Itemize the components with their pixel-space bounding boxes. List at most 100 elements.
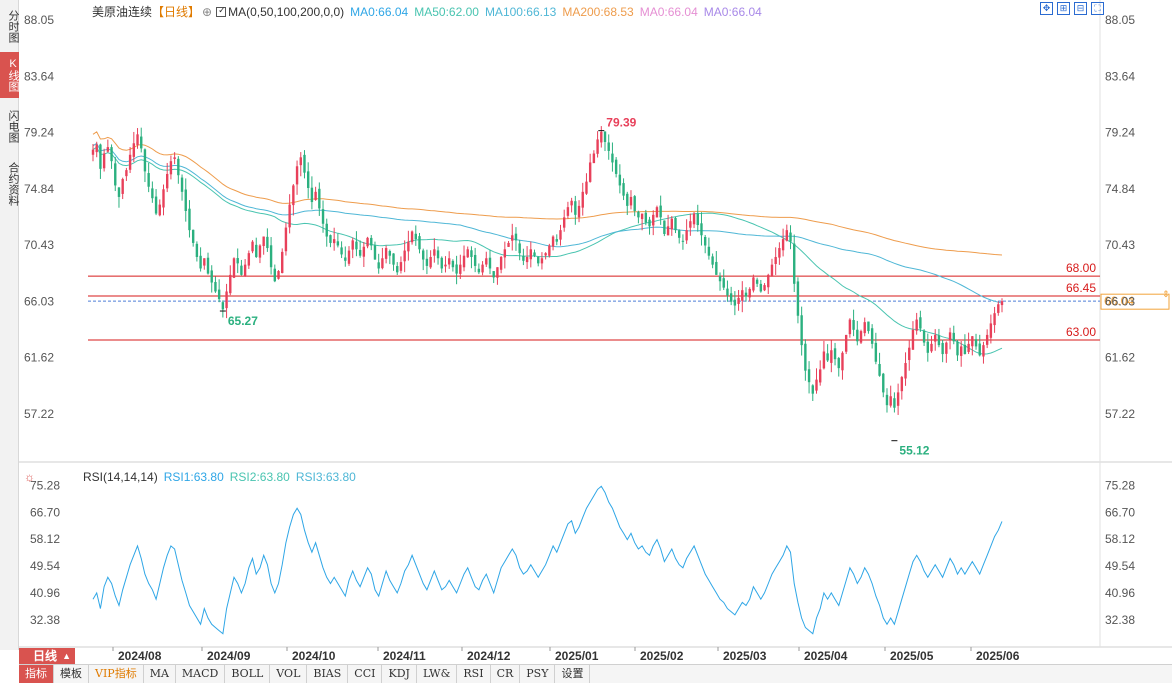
- indicator-tab-cci[interactable]: CCI: [348, 665, 383, 683]
- candle-body: [121, 179, 124, 194]
- candle-body: [147, 173, 150, 187]
- tab-flash-chart[interactable]: 闪电图: [7, 109, 19, 143]
- candle-body: [729, 293, 733, 302]
- candle-body: [570, 200, 573, 206]
- instrument-title: 美原油连续: [92, 5, 153, 19]
- indicator-tab-vol[interactable]: VOL: [270, 665, 308, 683]
- fullscreen-icon[interactable]: ⛶: [1091, 2, 1104, 15]
- candle-body: [908, 347, 911, 361]
- candle-body: [511, 235, 514, 241]
- rsi-tick-left: 66.70: [30, 505, 60, 519]
- candle-body: [562, 217, 566, 228]
- candle-body: [217, 289, 221, 300]
- indicator-tab-psy[interactable]: PSY: [520, 665, 556, 683]
- candle-body: [273, 268, 276, 282]
- candle-body: [566, 207, 570, 216]
- rsi-tick-right: 49.54: [1105, 559, 1135, 573]
- indicator-tab-[interactable]: 设置: [555, 665, 591, 683]
- ma-checkbox-icon[interactable]: ✓: [216, 5, 227, 17]
- candle-body: [407, 241, 410, 252]
- chart-canvas[interactable]: 68.00 66.45 63.00 66.04 ⇕ 79.39 65.27 55.12 88…: [0, 0, 1172, 664]
- candle-body: [722, 278, 725, 288]
- candle-body: [236, 258, 239, 264]
- candle-body: [132, 143, 136, 157]
- candle-body: [381, 258, 384, 269]
- candle-body: [978, 343, 981, 356]
- tab-contract-info[interactable]: 合约资料: [7, 162, 19, 206]
- indicator-tab-[interactable]: 指标: [19, 665, 54, 683]
- price-tick-left: 61.62: [24, 351, 54, 365]
- candle-body: [882, 373, 885, 393]
- indicator-tab-boll[interactable]: BOLL: [225, 665, 271, 683]
- candle-body: [180, 177, 184, 192]
- tab-time-sharing[interactable]: 分时图: [7, 9, 19, 43]
- candle-body: [540, 258, 544, 264]
- indicator-tab-ma[interactable]: MA: [144, 665, 176, 683]
- candle-body: [652, 214, 655, 226]
- candle-body: [674, 217, 677, 231]
- candle-body: [106, 147, 110, 152]
- price-tick-right: 66.03: [1105, 294, 1135, 308]
- rsi-tick-left: 32.38: [30, 613, 60, 627]
- candle-body: [837, 358, 840, 369]
- tab-kline[interactable]: K线图: [0, 52, 19, 98]
- period-label: 【日线】: [152, 5, 201, 19]
- candle-body: [715, 261, 718, 275]
- candle-body: [974, 339, 978, 347]
- candle-body: [614, 159, 618, 174]
- candle-body: [99, 144, 102, 169]
- rsi-tick-left: 49.54: [30, 559, 60, 573]
- rsi-line: [92, 485, 1003, 635]
- candle-body: [600, 131, 603, 143]
- settings-icon[interactable]: ⊕: [202, 5, 213, 19]
- candle-body: [648, 219, 651, 227]
- indicator-tab-lw[interactable]: LW&: [417, 665, 458, 683]
- candle-body: [166, 173, 169, 189]
- candle-body: [592, 153, 596, 164]
- candle-body: [596, 139, 599, 154]
- candle-body: [258, 245, 262, 258]
- indicator-tab-cr[interactable]: CR: [491, 665, 521, 683]
- candle-body: [618, 174, 622, 186]
- candle-body: [325, 223, 328, 237]
- candle-body: [162, 189, 165, 208]
- candle-body: [819, 369, 822, 383]
- indicator-tab-kdj[interactable]: KDJ: [382, 665, 417, 683]
- candle-body: [203, 258, 206, 266]
- indicator-tab-bias[interactable]: BIAS: [307, 665, 349, 683]
- rsi-sun-icon[interactable]: ☼: [24, 470, 35, 484]
- legend-ma50: MA50:62.00: [414, 5, 479, 19]
- candle-body: [633, 196, 636, 211]
- candle-body: [607, 142, 610, 151]
- candle-body: [143, 149, 147, 172]
- period-selector-button[interactable]: 日线 ▲: [19, 648, 75, 665]
- indicator-tab-vip[interactable]: VIP指标: [89, 665, 144, 683]
- candle-body: [91, 149, 95, 155]
- indicator-tab-[interactable]: 模板: [54, 665, 89, 683]
- candle-body: [321, 209, 325, 224]
- indicator-tab-rsi[interactable]: RSI: [457, 665, 491, 683]
- candle-body: [930, 343, 933, 352]
- indicator-tab-macd[interactable]: MACD: [176, 665, 226, 683]
- left-tab-column: 分时图 K线图 闪电图 合约资料: [0, 0, 19, 650]
- candle-body: [1000, 301, 1004, 306]
- restore-icon[interactable]: ⊟: [1074, 2, 1087, 15]
- candle-body: [626, 193, 629, 206]
- candle-body: [763, 285, 766, 291]
- candle-body: [388, 251, 392, 256]
- candle-body: [689, 221, 692, 228]
- ma200-line: [92, 131, 1003, 256]
- candle-body: [329, 235, 332, 243]
- expand-icon[interactable]: ⊞: [1057, 2, 1070, 15]
- candle-body: [503, 249, 507, 258]
- candle-body: [900, 377, 904, 392]
- candle-body: [114, 163, 117, 186]
- candle-body: [266, 236, 269, 249]
- candle-body: [128, 154, 132, 170]
- candle-body: [306, 171, 310, 188]
- candle-body: [911, 329, 915, 350]
- candle-body: [804, 343, 807, 371]
- date-label: 2025/06: [976, 649, 1020, 663]
- move-icon[interactable]: ✥: [1040, 2, 1053, 15]
- candle-body: [581, 191, 584, 208]
